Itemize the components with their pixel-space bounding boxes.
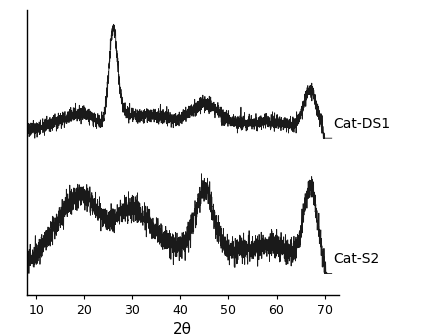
Text: Cat-S2: Cat-S2	[333, 252, 380, 266]
X-axis label: 2θ: 2θ	[173, 322, 192, 335]
Text: Cat-DS1: Cat-DS1	[333, 117, 390, 131]
